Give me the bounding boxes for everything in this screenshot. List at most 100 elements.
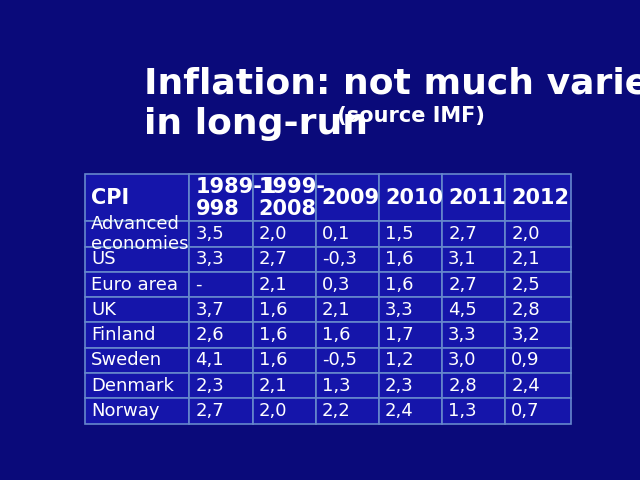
- Text: 4,5: 4,5: [448, 301, 477, 319]
- Bar: [379, 297, 442, 323]
- Text: 1,6: 1,6: [259, 326, 287, 344]
- Bar: [189, 174, 253, 221]
- Text: 1999-
2008: 1999- 2008: [259, 177, 326, 218]
- Text: UK: UK: [91, 301, 116, 319]
- Bar: [379, 247, 442, 272]
- Text: 0,9: 0,9: [511, 351, 540, 369]
- Text: 0,7: 0,7: [511, 402, 540, 420]
- Bar: [189, 297, 253, 323]
- Bar: [442, 398, 506, 423]
- Bar: [506, 221, 571, 247]
- Bar: [189, 221, 253, 247]
- Text: 3,3: 3,3: [385, 301, 413, 319]
- Bar: [253, 247, 316, 272]
- Text: 1989-1
998: 1989-1 998: [195, 177, 276, 218]
- Text: 1,3: 1,3: [322, 377, 351, 395]
- Bar: [379, 174, 442, 221]
- Text: 2,7: 2,7: [259, 250, 287, 268]
- Bar: [442, 373, 506, 398]
- Bar: [85, 348, 189, 373]
- Bar: [442, 247, 506, 272]
- Bar: [442, 272, 506, 297]
- Text: 1,7: 1,7: [385, 326, 413, 344]
- Bar: [379, 323, 442, 348]
- Text: 2,4: 2,4: [511, 377, 540, 395]
- Bar: [379, 221, 442, 247]
- Text: 1,3: 1,3: [448, 402, 477, 420]
- Bar: [85, 174, 189, 221]
- Text: 2,1: 2,1: [511, 250, 540, 268]
- Text: 2010: 2010: [385, 188, 443, 208]
- Text: 2,3: 2,3: [385, 377, 413, 395]
- Bar: [316, 323, 379, 348]
- Text: 3,2: 3,2: [511, 326, 540, 344]
- Text: 2012: 2012: [511, 188, 570, 208]
- Bar: [506, 247, 571, 272]
- Bar: [442, 348, 506, 373]
- Text: 2,2: 2,2: [322, 402, 351, 420]
- Text: 3,7: 3,7: [195, 301, 224, 319]
- Bar: [85, 272, 189, 297]
- Text: CPI: CPI: [91, 188, 129, 208]
- Bar: [506, 398, 571, 423]
- Bar: [85, 323, 189, 348]
- Bar: [379, 348, 442, 373]
- Text: 3,5: 3,5: [195, 225, 224, 243]
- Text: 1,6: 1,6: [385, 250, 413, 268]
- Bar: [85, 398, 189, 423]
- Bar: [316, 174, 379, 221]
- Bar: [506, 323, 571, 348]
- Bar: [189, 323, 253, 348]
- Text: 0,1: 0,1: [322, 225, 350, 243]
- Bar: [189, 272, 253, 297]
- Bar: [506, 348, 571, 373]
- Bar: [316, 373, 379, 398]
- Bar: [506, 373, 571, 398]
- Bar: [442, 174, 506, 221]
- Text: Denmark: Denmark: [91, 377, 174, 395]
- Text: Sweden: Sweden: [91, 351, 162, 369]
- Bar: [506, 297, 571, 323]
- Bar: [442, 323, 506, 348]
- Text: 3,1: 3,1: [448, 250, 477, 268]
- Text: 2,8: 2,8: [448, 377, 477, 395]
- Bar: [85, 247, 189, 272]
- Text: 3,0: 3,0: [448, 351, 477, 369]
- Text: Norway: Norway: [91, 402, 159, 420]
- Bar: [316, 272, 379, 297]
- Bar: [253, 174, 316, 221]
- Text: 2,8: 2,8: [511, 301, 540, 319]
- Text: 0,3: 0,3: [322, 276, 350, 294]
- Text: 2011: 2011: [448, 188, 506, 208]
- Text: 2,1: 2,1: [322, 301, 351, 319]
- Bar: [85, 221, 189, 247]
- Bar: [506, 174, 571, 221]
- Bar: [85, 373, 189, 398]
- Text: 2,5: 2,5: [511, 276, 540, 294]
- Text: 3,3: 3,3: [195, 250, 224, 268]
- Bar: [253, 348, 316, 373]
- Text: 2,0: 2,0: [511, 225, 540, 243]
- Bar: [253, 398, 316, 423]
- Bar: [253, 221, 316, 247]
- Text: 2,6: 2,6: [195, 326, 224, 344]
- Text: -0,3: -0,3: [322, 250, 357, 268]
- Text: 2,1: 2,1: [259, 377, 287, 395]
- Bar: [189, 398, 253, 423]
- Text: 2009: 2009: [322, 188, 380, 208]
- Text: 1,6: 1,6: [385, 276, 413, 294]
- Text: 2,7: 2,7: [448, 225, 477, 243]
- Text: 1,6: 1,6: [259, 351, 287, 369]
- Text: 2,0: 2,0: [259, 402, 287, 420]
- Text: in long-run: in long-run: [145, 108, 369, 142]
- Bar: [506, 272, 571, 297]
- Text: 2,1: 2,1: [259, 276, 287, 294]
- Text: 1,5: 1,5: [385, 225, 413, 243]
- Bar: [316, 348, 379, 373]
- Bar: [85, 297, 189, 323]
- Bar: [253, 272, 316, 297]
- Text: 1,2: 1,2: [385, 351, 413, 369]
- Text: 1,6: 1,6: [259, 301, 287, 319]
- Bar: [379, 398, 442, 423]
- Text: 4,1: 4,1: [195, 351, 224, 369]
